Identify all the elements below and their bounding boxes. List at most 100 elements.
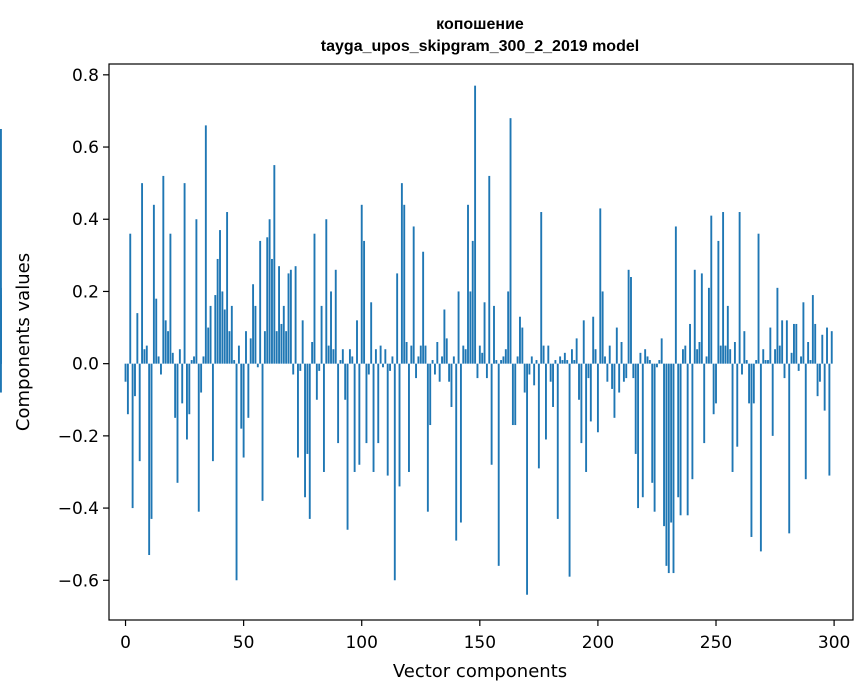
bar — [561, 360, 564, 364]
bar — [790, 352, 793, 364]
bar — [249, 338, 252, 364]
bar — [204, 125, 207, 364]
bar — [497, 363, 500, 566]
bar — [211, 363, 214, 462]
bar — [684, 345, 687, 364]
bar — [379, 345, 382, 364]
bar — [490, 363, 493, 465]
bar — [696, 349, 699, 364]
bar — [604, 356, 606, 364]
bar — [263, 331, 266, 364]
x-tick-label: 200 — [582, 633, 614, 653]
bar — [148, 363, 151, 556]
bar — [828, 363, 831, 476]
y-tick-label: 0.2 — [72, 282, 99, 302]
bar — [245, 331, 247, 364]
bar — [483, 302, 486, 364]
chart-title-line-1: копошение — [436, 16, 524, 33]
bar — [0, 128, 2, 364]
bar — [325, 219, 328, 364]
x-tick-label: 250 — [700, 633, 732, 653]
bar — [235, 363, 238, 581]
bar — [280, 323, 283, 364]
bar — [138, 363, 141, 462]
bar — [549, 363, 552, 382]
bar — [540, 212, 543, 364]
bar — [504, 349, 507, 364]
bar — [467, 204, 469, 364]
bar — [183, 183, 186, 364]
bar — [242, 363, 245, 458]
bar — [436, 342, 439, 364]
bar — [573, 360, 576, 364]
bar — [764, 360, 767, 364]
bar — [570, 349, 573, 364]
bar — [408, 363, 410, 472]
bar — [622, 363, 625, 382]
bar — [767, 360, 769, 364]
bar — [743, 331, 746, 364]
bar — [195, 219, 198, 364]
bar — [289, 269, 292, 364]
bar — [136, 313, 139, 364]
bar — [748, 363, 751, 404]
bar — [382, 363, 384, 368]
bar — [377, 363, 380, 444]
bar — [160, 363, 162, 375]
bar — [800, 356, 802, 364]
bar — [608, 345, 611, 364]
bar — [344, 363, 347, 400]
bar — [398, 363, 401, 487]
bar — [592, 316, 595, 364]
bar — [507, 291, 510, 364]
bar — [457, 291, 460, 364]
bar — [169, 233, 172, 364]
bar — [769, 327, 772, 364]
y-tick-label: −0.6 — [58, 571, 99, 591]
bar — [757, 233, 760, 364]
bar — [802, 302, 805, 364]
bar — [410, 345, 413, 364]
bar — [240, 363, 243, 429]
bar — [374, 349, 377, 364]
bar — [648, 360, 651, 364]
bar — [247, 363, 250, 418]
bar — [188, 363, 191, 415]
bar — [157, 356, 160, 364]
bar — [419, 345, 422, 364]
bar — [537, 363, 540, 469]
bar — [700, 273, 703, 364]
bar — [759, 363, 762, 552]
bar — [124, 363, 127, 382]
x-axis-label: Vector components — [393, 661, 567, 682]
bar — [653, 363, 656, 512]
bar — [403, 204, 406, 364]
bar — [776, 287, 779, 364]
bar — [351, 356, 354, 364]
bar — [311, 342, 314, 364]
bar — [171, 352, 174, 364]
bar — [724, 345, 727, 364]
bar — [228, 331, 231, 364]
bar — [589, 363, 592, 422]
bar — [745, 360, 748, 364]
bar — [667, 363, 670, 574]
x-tick-label: 300 — [818, 633, 850, 653]
bar — [519, 316, 521, 364]
bar — [348, 349, 351, 364]
bar — [530, 356, 533, 364]
bar — [625, 363, 628, 379]
bar — [731, 363, 734, 472]
bar — [677, 363, 680, 498]
bar — [674, 226, 677, 364]
bar — [322, 363, 325, 472]
bar — [167, 331, 169, 364]
bar — [693, 269, 696, 364]
bar — [145, 345, 148, 364]
bar — [568, 363, 571, 577]
bar — [632, 363, 635, 379]
bar — [703, 363, 706, 444]
bar — [578, 363, 580, 400]
bar — [566, 360, 569, 364]
bar — [459, 363, 462, 523]
